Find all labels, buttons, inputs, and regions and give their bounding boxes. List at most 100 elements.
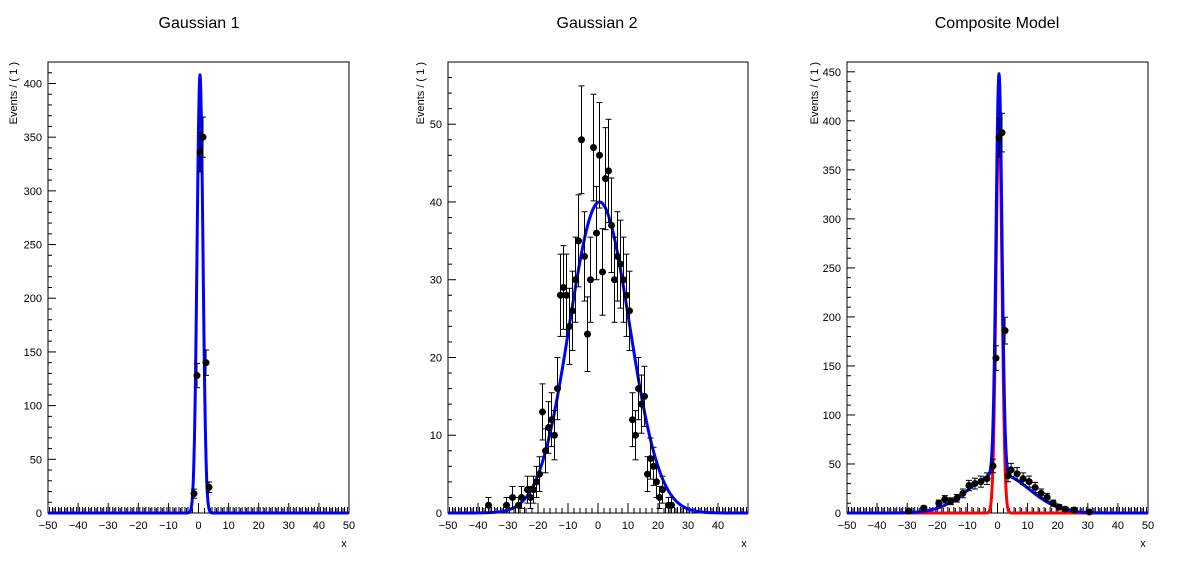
fit-curve <box>46 73 351 515</box>
data-point <box>1019 475 1027 483</box>
data-point <box>1061 505 1069 513</box>
data-point <box>998 129 1006 137</box>
data-point <box>503 501 510 509</box>
x-tick-label: 40 <box>313 520 325 532</box>
panel-2-title: Gaussian 2 <box>557 15 638 32</box>
y-tick-label: 30 <box>430 275 442 287</box>
data-point <box>653 478 660 486</box>
y-tick-label: 300 <box>823 214 841 226</box>
data-point <box>596 151 603 159</box>
data-point <box>620 276 627 284</box>
y-tick-label: 400 <box>823 116 841 128</box>
data-point <box>635 385 642 393</box>
data-point <box>920 504 928 512</box>
data-point <box>641 392 648 400</box>
panel-1-plot-area: −50 −40 −30 −20 −10 0 10 20 30 40 50 0 50 100 150 200 25… <box>24 61 355 532</box>
x-tick-label: −50 <box>39 520 58 532</box>
data-point <box>638 400 645 408</box>
data-point <box>941 495 949 503</box>
data-point <box>581 252 588 260</box>
x-tick-label: −20 <box>529 520 548 532</box>
x-tick-label: −40 <box>69 520 88 532</box>
x-tick-label: 30 <box>682 520 694 532</box>
data-point <box>542 447 549 455</box>
panel-2-ylabel: Events / ( 1 ) <box>415 62 427 124</box>
data-point <box>989 462 997 470</box>
y-tick-label: 100 <box>24 401 42 413</box>
data-point <box>572 276 579 284</box>
y-tick-label: 100 <box>823 410 841 422</box>
data-point <box>485 501 492 509</box>
data-point <box>1037 489 1045 497</box>
data-point <box>545 423 552 431</box>
data-point <box>1043 493 1051 501</box>
data-point <box>527 493 534 501</box>
panel-3-ylabel: Events / ( 1 ) <box>809 62 821 124</box>
data-point <box>515 501 522 509</box>
y-tick-label: 0 <box>36 508 42 520</box>
data-point <box>1001 327 1009 335</box>
data-point <box>1004 472 1012 480</box>
panel-3-plot-area: −50 −40 −30 −20 −10 0 10 20 30 40 50 0 50 100 150 200 25… <box>823 61 1154 532</box>
data-point <box>1085 508 1093 516</box>
panel-gaussian-2: Gaussian 2 −50 −40 −30 −20 −10 0 10 20 30 40 0 10 20… <box>415 15 750 550</box>
data-point <box>611 276 618 284</box>
x-tick-label: 0 <box>195 520 201 532</box>
data-point <box>947 497 955 505</box>
x-tick-label: 30 <box>1082 520 1094 532</box>
data-point <box>647 455 654 463</box>
x-tick-label: 40 <box>1112 520 1124 532</box>
data-point <box>1031 484 1039 492</box>
x-tick-label: −10 <box>958 520 977 532</box>
data-point <box>518 493 525 501</box>
y-tick-label: 150 <box>24 347 42 359</box>
x-tick-label: −30 <box>99 520 118 532</box>
x-tick-label: −50 <box>439 520 458 532</box>
x-tick-label: 10 <box>622 520 634 532</box>
y-tick-label: 300 <box>24 186 42 198</box>
panel-gaussian-1: Gaussian 1 −50 −40 −30 −20 −10 0 10 20 30 40 50 0 50… <box>8 15 355 550</box>
x-tick-label: 20 <box>1052 520 1064 532</box>
y-tick-label: 40 <box>430 197 442 209</box>
data-point <box>536 470 543 478</box>
data-point <box>575 237 582 245</box>
fit-curve <box>446 200 750 515</box>
data-point <box>554 385 561 393</box>
panel-1-xlabel: x <box>341 538 347 550</box>
data-point <box>617 260 624 268</box>
x-tick-label: 50 <box>343 520 355 532</box>
data-point <box>659 486 666 494</box>
data-point <box>587 276 594 284</box>
data-point <box>992 354 1000 362</box>
data-point <box>590 144 597 152</box>
x-tick-label: 50 <box>1142 520 1154 532</box>
x-tick-label: 20 <box>652 520 664 532</box>
x-tick-label: −50 <box>838 520 857 532</box>
fit-curve <box>845 72 1150 515</box>
y-tick-label: 250 <box>823 263 841 275</box>
panel-2-xlabel: x <box>741 538 747 550</box>
x-tick-label: −40 <box>868 520 887 532</box>
data-point <box>1049 499 1057 507</box>
data-point <box>971 480 979 488</box>
data-point <box>1007 466 1015 474</box>
y-tick-label: 20 <box>430 352 442 364</box>
data-point <box>626 307 633 315</box>
data-point <box>965 482 973 490</box>
y-tick-label: 150 <box>823 361 841 373</box>
data-point <box>953 494 961 502</box>
x-tick-label: −10 <box>559 520 578 532</box>
x-tick-label: 20 <box>253 520 265 532</box>
y-tick-label: 200 <box>823 312 841 324</box>
data-point <box>656 493 663 501</box>
data-point <box>563 291 570 299</box>
x-tick-label: 0 <box>595 520 601 532</box>
y-tick-label: 350 <box>24 132 42 144</box>
data-point <box>557 291 564 299</box>
x-tick-label: −20 <box>129 520 148 532</box>
x-tick-label: 10 <box>1021 520 1033 532</box>
data-point <box>668 501 675 509</box>
x-tick-label: 0 <box>994 520 1000 532</box>
x-tick-label: 10 <box>222 520 234 532</box>
